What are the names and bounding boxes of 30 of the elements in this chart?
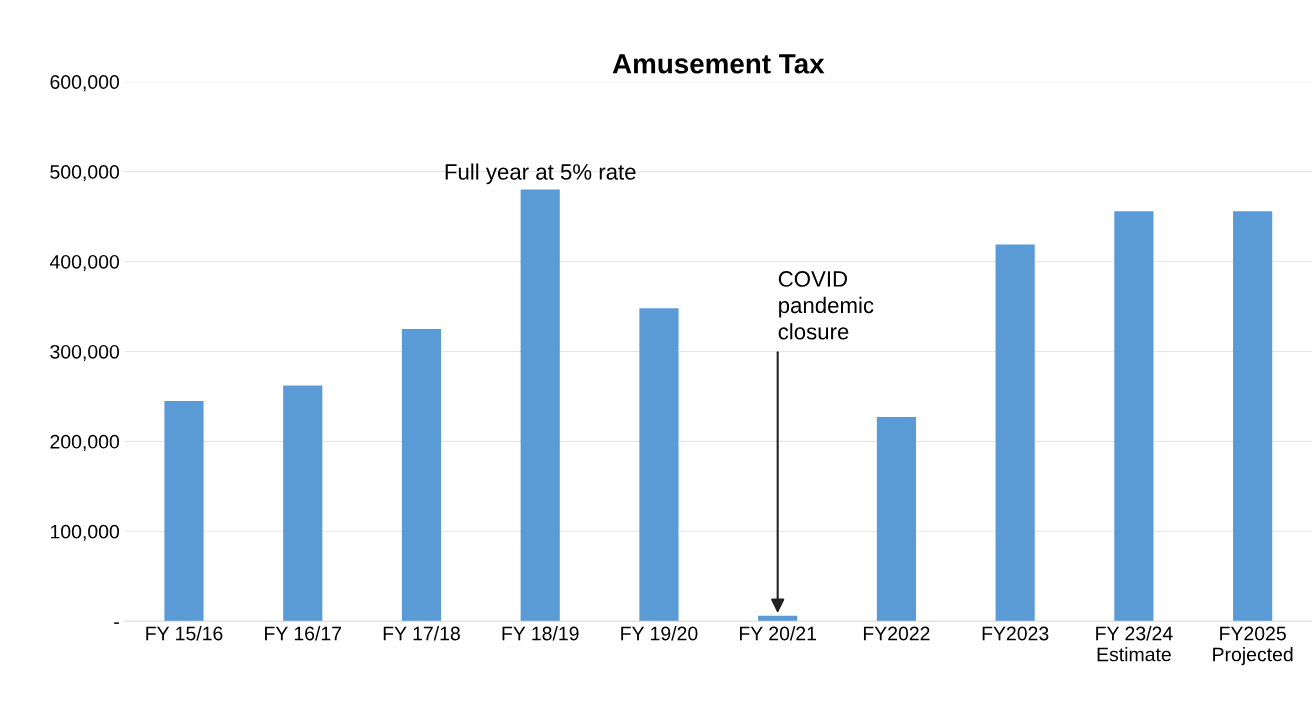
annotation: Full year at 5% rate (445, 163, 636, 185)
bar (639, 308, 679, 622)
bar (1114, 211, 1154, 622)
y-tick-label: - (114, 622, 119, 624)
x-tick-label: FY 17/18 (383, 626, 460, 641)
bar (520, 189, 560, 622)
bar (283, 385, 323, 622)
y-tick-label: 600,000 (50, 75, 120, 92)
y-tick-label: 400,000 (49, 254, 120, 272)
x-tick-label: FY 19/20 (621, 626, 698, 641)
x-tick-label: FY 16/17 (265, 626, 342, 641)
y-tick-label: 300,000 (50, 344, 120, 361)
x-tick-label: FY2023 (982, 626, 1049, 641)
x-tick-label: FY2022 (863, 626, 930, 641)
x-tick-label: FY 23/24 Estimate (1096, 626, 1173, 662)
annotation: COVID pandemic closure (778, 271, 874, 340)
bar (995, 244, 1035, 622)
y-tick-label: 500,000 (50, 165, 120, 182)
x-tick-label: FY2025 Projected (1213, 626, 1293, 666)
y-tick-label: 200,000 (50, 434, 120, 451)
x-tick-label: FY 18/19 (502, 626, 579, 641)
bar (401, 328, 442, 622)
bar (758, 615, 798, 622)
chart-title: Amusement Tax (612, 54, 825, 74)
bar (876, 417, 917, 622)
bar (164, 400, 204, 622)
x-tick-label: FY 15/16 (146, 626, 223, 641)
x-tick-label: FY 20/21 (740, 626, 817, 641)
y-tick-label: 100,000 (50, 524, 120, 541)
bar (1233, 211, 1273, 622)
